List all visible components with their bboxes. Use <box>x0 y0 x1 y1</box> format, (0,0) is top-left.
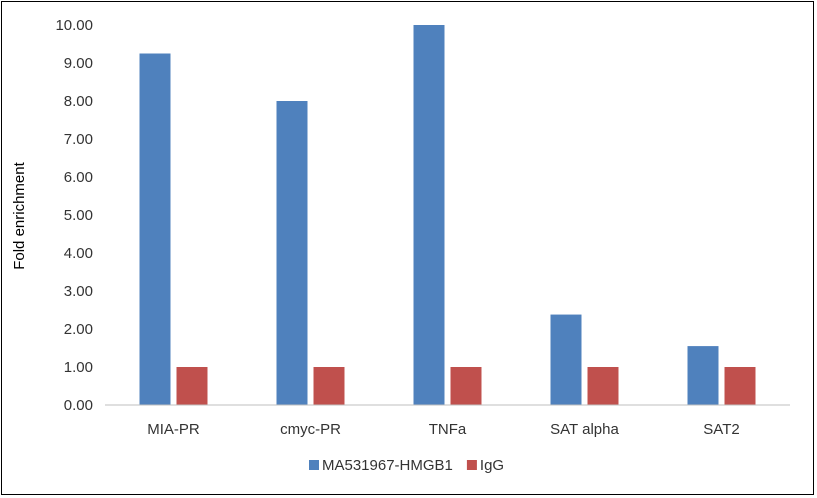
y-tick-label: 9.00 <box>64 55 93 72</box>
x-category-label: MIA-PR <box>147 421 200 438</box>
y-tick-label: 8.00 <box>64 93 93 110</box>
y-tick-label: 7.00 <box>64 131 93 148</box>
y-tick-label: 6.00 <box>64 169 93 186</box>
bar-hmgb1-sat2 <box>687 346 719 405</box>
legend-label: MA531967-HMGB1 <box>322 457 453 474</box>
bar-igg-tnfa <box>450 367 482 405</box>
y-tick-label: 10.00 <box>55 17 93 34</box>
y-tick-label: 0.00 <box>64 397 93 414</box>
y-tick-label: 4.00 <box>64 245 93 262</box>
bar-igg-sat2 <box>724 367 756 405</box>
bar-hmgb1-tnfa <box>413 25 445 405</box>
y-tick-label: 3.00 <box>64 283 93 300</box>
x-category-label: SAT2 <box>703 421 739 438</box>
bar-igg-mia-pr <box>176 367 208 405</box>
x-category-label: TNFa <box>429 421 467 438</box>
bar-igg-cmyc-pr <box>313 367 345 405</box>
bar-hmgb1-sat-alpha <box>550 314 582 405</box>
bar-hmgb1-mia-pr <box>139 53 171 405</box>
y-tick-label: 5.00 <box>64 207 93 224</box>
y-axis-title: Fold enrichment <box>11 161 28 269</box>
y-tick-label: 2.00 <box>64 321 93 338</box>
x-category-label: SAT alpha <box>550 421 619 438</box>
legend-label: IgG <box>480 457 504 474</box>
bar-igg-sat-alpha <box>587 367 619 405</box>
x-category-label: cmyc-PR <box>280 421 341 438</box>
bar-hmgb1-cmyc-pr <box>276 101 308 405</box>
y-tick-label: 1.00 <box>64 359 93 376</box>
legend-swatch <box>309 460 319 470</box>
legend-swatch <box>466 460 477 470</box>
